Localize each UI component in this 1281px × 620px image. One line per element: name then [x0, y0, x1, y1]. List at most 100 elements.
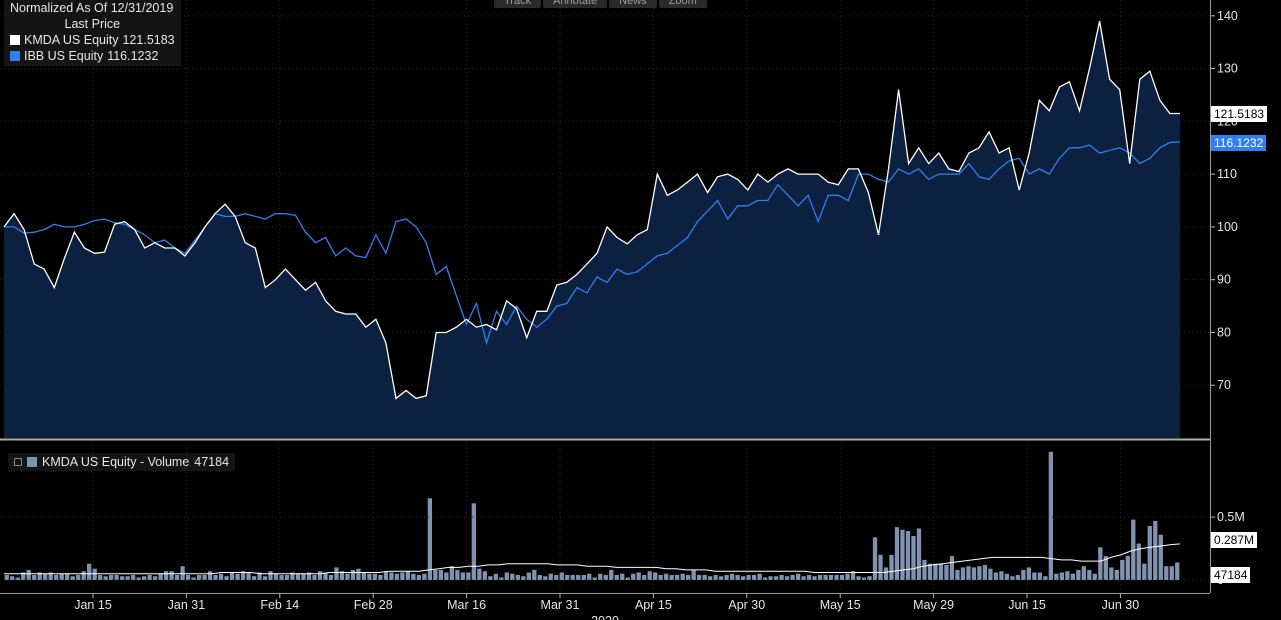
volume-last-tag: 47184: [1211, 567, 1251, 583]
track-button[interactable]: Track: [494, 0, 542, 8]
volume-bar: [218, 573, 224, 580]
volume-bar: [482, 571, 487, 580]
volume-bar: [180, 566, 185, 580]
volume-bar: [372, 573, 378, 580]
volume-bar: [405, 571, 411, 580]
volume-average-tag: 0.287M: [1211, 532, 1258, 548]
volume-bar: [158, 573, 163, 580]
volume-bar: [328, 574, 334, 580]
news-button[interactable]: News: [609, 0, 657, 8]
ibb-line: [4, 141, 1181, 346]
volume-bar: [559, 572, 564, 580]
volume-bars: [4, 451, 1180, 580]
volume-bar: [394, 573, 400, 580]
expand-toggle-icon[interactable]: [14, 458, 22, 466]
x-tick-label: Jan 15: [74, 598, 112, 612]
legend-item-kmda[interactable]: KMDA US Equity 121.5183: [10, 32, 175, 48]
volume-bar: [103, 576, 108, 580]
volume-bar: [735, 574, 740, 580]
volume-bar: [383, 571, 389, 580]
volume-bar: [537, 574, 542, 580]
volume-bar: [400, 572, 405, 580]
volume-bar: [147, 574, 152, 580]
volume-bar: [334, 567, 339, 580]
volume-bar: [460, 572, 466, 580]
volume-bar: [76, 574, 81, 580]
volume-bar: [499, 577, 504, 580]
volume-bar: [933, 563, 938, 580]
volume-bar: [471, 503, 476, 580]
volume-bar: [982, 564, 988, 580]
volume-bar: [1087, 569, 1092, 580]
volume-bar: [708, 576, 713, 580]
volume-bar: [196, 574, 202, 580]
volume-bar: [554, 574, 559, 580]
volume-bar: [927, 563, 933, 580]
volume-bar: [268, 571, 273, 580]
ibb-last-price-tag: 116.1232: [1211, 135, 1267, 151]
volume-bar: [592, 577, 597, 580]
legend-series-value: 121.5183: [122, 33, 175, 47]
volume-bar: [130, 574, 136, 580]
volume-bar: [801, 576, 806, 580]
volume-bar: [1164, 566, 1169, 580]
volume-bar: [152, 576, 158, 580]
volume-bar: [477, 568, 482, 580]
volume-bar: [114, 574, 119, 580]
volume-bar: [751, 574, 757, 580]
volume-bar: [713, 574, 718, 580]
volume-bar: [163, 571, 169, 580]
volume-bar: [872, 537, 878, 580]
volume-bar: [1043, 576, 1048, 580]
volume-bar: [257, 572, 262, 580]
volume-bar: [1109, 567, 1114, 580]
volume-bar: [317, 571, 323, 580]
volume-bar: [1026, 567, 1032, 580]
volume-bar: [301, 573, 306, 580]
volume-bar: [493, 573, 498, 580]
annotate-button[interactable]: Annotate: [543, 0, 608, 8]
legend-item-ibb[interactable]: IBB US Equity 116.1232: [10, 48, 175, 64]
volume-legend-value: 47184: [194, 455, 230, 469]
volume-bar: [4, 574, 9, 580]
volume-bar: [988, 568, 993, 580]
volume-bar: [109, 574, 114, 580]
volume-bar: [125, 576, 130, 580]
volume-bar: [790, 574, 795, 580]
volume-bar: [389, 572, 394, 580]
volume-bar: [1175, 562, 1180, 580]
volume-bar: [98, 574, 103, 580]
y-tick-label: 80: [1217, 325, 1231, 339]
volume-bar: [762, 577, 768, 580]
volume-bar: [10, 576, 15, 580]
zoom-button[interactable]: Zoom: [658, 0, 707, 8]
volume-bar: [1125, 556, 1130, 580]
volume-bar: [339, 571, 345, 580]
volume-bar: [993, 572, 999, 580]
legend-header: Normalized As Of 12/31/2019: [10, 1, 174, 15]
volume-bar: [570, 574, 575, 580]
volume-bar: [1076, 569, 1081, 580]
volume-legend: KMDA US Equity - Volume 47184: [8, 453, 236, 471]
legend-series-name: KMDA US Equity: [24, 33, 119, 47]
volume-bar: [136, 577, 141, 580]
volume-bar: [1147, 525, 1152, 580]
volume-bar: [279, 574, 284, 580]
volume-bar: [856, 576, 861, 580]
volume-bar: [92, 568, 97, 580]
volume-bar: [416, 574, 422, 580]
volume-bar: [966, 566, 971, 580]
volume-bar: [356, 568, 361, 580]
volume-bar: [312, 574, 317, 580]
volume-bar: [795, 573, 801, 580]
volume-bar: [916, 528, 922, 580]
volume-bar: [1065, 571, 1070, 580]
volume-bar: [26, 569, 31, 580]
volume-bar: [971, 567, 977, 580]
volume-bar: [21, 572, 26, 580]
volume-bar: [779, 574, 784, 580]
volume-bar: [878, 554, 883, 580]
volume-bar: [636, 572, 641, 580]
volume-bar: [565, 574, 570, 580]
volume-bar: [658, 574, 663, 580]
